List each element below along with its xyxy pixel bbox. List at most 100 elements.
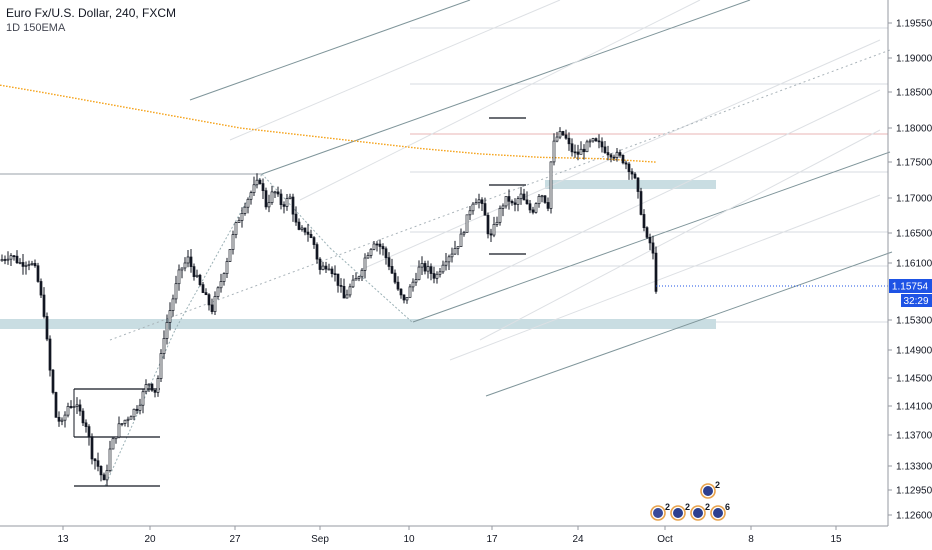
calendar-icon[interactable]: 6 (710, 502, 730, 521)
candle (69, 400, 73, 409)
ema-point (252, 128, 254, 131)
candle-body (90, 436, 94, 460)
candle-body (318, 258, 322, 270)
candle-body (498, 207, 502, 223)
price-tick-label: 1.12950 (896, 486, 932, 497)
ema-point (69, 96, 71, 99)
candle (609, 153, 613, 163)
ema-point (414, 147, 416, 149)
ema-point (321, 136, 323, 138)
candle (621, 154, 625, 165)
candle-body (9, 255, 13, 260)
candle-body (648, 236, 652, 244)
candle-body (651, 242, 655, 254)
ema-point (489, 153, 491, 156)
candle (585, 139, 589, 153)
ema-point (231, 125, 233, 128)
ema-point (588, 157, 590, 160)
candle (543, 195, 547, 204)
candle (618, 149, 622, 158)
ema-point (171, 114, 173, 117)
candle-body (459, 233, 463, 247)
ema-point (15, 87, 17, 89)
candle (279, 189, 283, 210)
ema-point (147, 110, 149, 113)
event-count: 2 (685, 502, 690, 512)
candle (135, 405, 139, 415)
ema-point (21, 88, 23, 90)
candle (507, 189, 511, 210)
candle (210, 298, 214, 315)
candle-body (219, 281, 223, 289)
event-dot (693, 508, 703, 518)
candle-body (201, 284, 205, 293)
calendar-icon[interactable]: 2 (670, 502, 690, 521)
ema-point (9, 86, 11, 88)
candle (561, 130, 565, 136)
ema-point (183, 117, 185, 119)
ema-point (162, 113, 164, 115)
ema-point (411, 146, 413, 149)
candle (12, 255, 16, 261)
channel-line (439, 89, 881, 301)
candle (309, 229, 313, 239)
candle (15, 250, 19, 265)
candle (447, 254, 451, 271)
candle (603, 140, 607, 154)
candle (96, 452, 100, 472)
candle-body (18, 262, 22, 264)
candle-body (573, 151, 577, 154)
candle-body (468, 210, 472, 216)
ema-point (396, 145, 398, 147)
candle-body (72, 406, 76, 408)
candle-body (54, 392, 58, 418)
candle (24, 261, 28, 275)
candle-body (549, 161, 553, 209)
price-tick-label: 1.13700 (896, 431, 932, 442)
flag-icon[interactable]: 2 (650, 502, 670, 521)
ema-point (633, 160, 635, 162)
ema-point (546, 156, 548, 159)
ema-point (123, 106, 125, 108)
ema-point (33, 90, 35, 92)
candle-body (591, 138, 595, 142)
candle-body (438, 271, 442, 275)
time-tick-label: 27 (229, 534, 241, 545)
chart-title: Euro Fx/U.S. Dollar, 240, FXCM (6, 6, 177, 20)
candle-body (423, 263, 427, 272)
calendar-icon[interactable]: 2 (700, 480, 720, 499)
event-dot (713, 508, 723, 518)
candle-body (528, 203, 532, 211)
ema-point (348, 139, 350, 142)
candle (354, 272, 358, 281)
candle (243, 202, 247, 216)
ema-point (99, 102, 101, 104)
candle-body (156, 378, 160, 393)
ema-point (366, 141, 368, 144)
candle (654, 246, 658, 294)
candle (486, 212, 490, 239)
ema-point (441, 149, 443, 152)
candle (27, 260, 31, 271)
ema-point (453, 150, 455, 153)
candle-body (420, 263, 424, 268)
ema-point (39, 91, 41, 93)
candle (615, 147, 619, 162)
ema-point (267, 130, 269, 132)
event-markers[interactable]: 2 2 2 6 2 (650, 480, 730, 521)
candle-body (297, 221, 301, 230)
ema-point (360, 141, 362, 143)
ema-point (201, 120, 203, 122)
ema-point (255, 129, 257, 131)
calendar-icon[interactable]: 2 (690, 502, 710, 521)
ema-point (117, 105, 119, 107)
candle-body (48, 338, 52, 371)
ema-point (165, 113, 167, 116)
candle-body (480, 199, 484, 204)
candle (273, 190, 277, 199)
ema-point (528, 155, 530, 158)
ema-point (261, 129, 263, 132)
ema-point (555, 156, 557, 159)
